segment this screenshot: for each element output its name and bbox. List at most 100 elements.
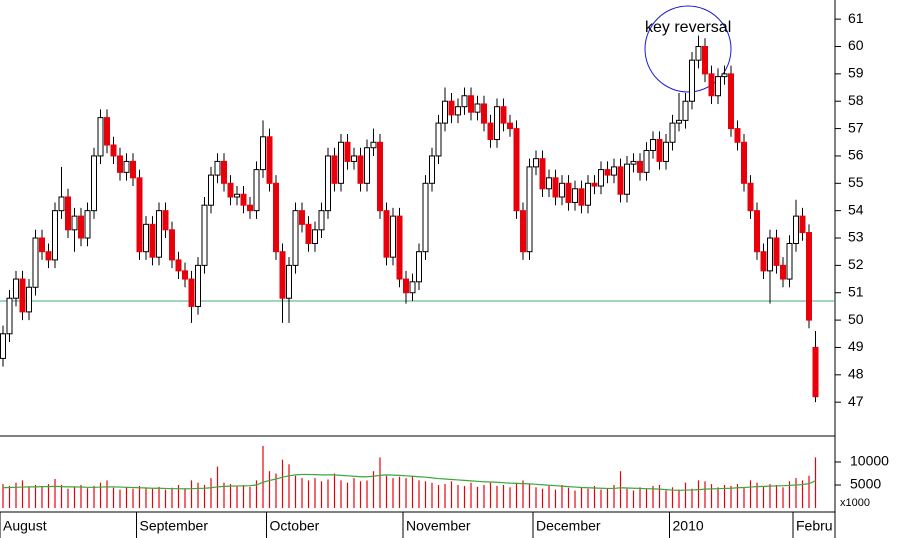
y-tick-label: 54 bbox=[848, 201, 864, 217]
candle-body bbox=[91, 155, 97, 212]
candle-body bbox=[208, 174, 214, 206]
candle-body bbox=[110, 144, 117, 157]
candle-body bbox=[338, 141, 344, 184]
candle-body bbox=[520, 210, 526, 253]
candle-body bbox=[39, 237, 45, 253]
candle-body bbox=[383, 210, 390, 258]
volume-tick-label: 5000 bbox=[850, 476, 881, 492]
candle-body bbox=[78, 215, 84, 239]
candle-body bbox=[526, 166, 533, 253]
y-tick-label: 48 bbox=[848, 366, 864, 382]
candle-body bbox=[143, 223, 149, 253]
y-tick-label: 59 bbox=[848, 65, 864, 81]
candle-body bbox=[234, 193, 240, 198]
candle-body bbox=[344, 141, 351, 162]
candle-body bbox=[305, 223, 312, 244]
candle-body bbox=[396, 215, 403, 280]
candle-body bbox=[364, 147, 370, 184]
y-tick-label: 53 bbox=[848, 229, 864, 245]
candle-body bbox=[572, 188, 578, 203]
candle-body bbox=[253, 169, 260, 212]
candle-body bbox=[318, 210, 325, 231]
candle-body bbox=[481, 103, 487, 124]
candle-body bbox=[32, 237, 39, 288]
candle-body bbox=[26, 286, 32, 313]
candle-body bbox=[455, 106, 461, 116]
candle-body bbox=[682, 100, 689, 121]
y-tick-label: 52 bbox=[848, 256, 864, 272]
candle-body bbox=[227, 182, 234, 198]
candle-body bbox=[221, 160, 227, 184]
candle-body bbox=[58, 196, 65, 212]
candle-body bbox=[533, 158, 539, 168]
candle-body bbox=[201, 204, 208, 266]
candle-body bbox=[117, 155, 123, 173]
candle-body bbox=[585, 182, 591, 206]
candle-body bbox=[546, 177, 552, 190]
candle-body bbox=[552, 177, 559, 198]
candle-body bbox=[513, 128, 520, 212]
candle-body bbox=[721, 73, 728, 78]
candle-body bbox=[663, 141, 669, 162]
candle-body bbox=[728, 73, 734, 130]
volume-unit: x1000 bbox=[840, 497, 870, 509]
y-tick-label: 47 bbox=[848, 393, 864, 409]
candle-body bbox=[500, 106, 507, 124]
candle-body bbox=[539, 158, 546, 190]
y-tick-label: 50 bbox=[848, 311, 864, 327]
candle-body bbox=[429, 155, 435, 184]
candle-body bbox=[136, 177, 143, 253]
candle-body bbox=[351, 155, 357, 162]
y-tick-label: 58 bbox=[848, 92, 864, 108]
candle-body bbox=[162, 210, 169, 231]
candle-body bbox=[13, 278, 19, 299]
x-tick-label: October bbox=[270, 518, 320, 534]
candle-body bbox=[169, 229, 175, 261]
candle-body bbox=[507, 122, 513, 130]
candle-body bbox=[45, 251, 52, 261]
candle-body bbox=[799, 215, 806, 234]
candle-body bbox=[357, 155, 364, 184]
candle-body bbox=[266, 136, 273, 184]
candle-body bbox=[71, 215, 78, 231]
candle-body bbox=[247, 204, 253, 212]
candle-body bbox=[331, 155, 338, 184]
candle-body bbox=[754, 210, 760, 253]
y-tick-label: 57 bbox=[848, 119, 864, 135]
candle-body bbox=[240, 193, 247, 206]
candle-body bbox=[747, 182, 754, 212]
y-tick-label: 51 bbox=[848, 283, 864, 299]
candle-body bbox=[156, 210, 162, 258]
candle-body bbox=[760, 251, 767, 272]
x-tick-label: August bbox=[3, 518, 47, 534]
candle-body bbox=[617, 166, 624, 195]
candle-body bbox=[182, 270, 188, 280]
candle-body bbox=[123, 160, 130, 173]
candle-body bbox=[689, 59, 695, 102]
candle-body bbox=[188, 278, 195, 307]
candle-body bbox=[195, 264, 201, 307]
candle-body bbox=[292, 210, 299, 266]
candle-body bbox=[442, 100, 448, 124]
candle-body bbox=[591, 182, 598, 187]
candle-body bbox=[643, 149, 650, 173]
candle-body bbox=[708, 73, 715, 97]
candle-body bbox=[325, 155, 331, 212]
candle-body bbox=[448, 100, 455, 116]
candle-body bbox=[0, 333, 6, 359]
candle-body bbox=[630, 160, 637, 165]
candle-body bbox=[786, 242, 793, 280]
candle-body bbox=[741, 141, 747, 184]
x-tick-label: Febru bbox=[796, 518, 833, 534]
y-tick-label: 60 bbox=[848, 37, 864, 53]
candle-body bbox=[812, 346, 819, 398]
candle-body bbox=[474, 103, 481, 113]
candle-body bbox=[435, 122, 442, 157]
candle-body bbox=[624, 163, 630, 195]
candle-body bbox=[409, 281, 416, 294]
candle-body bbox=[6, 297, 13, 335]
y-tick-label: 61 bbox=[848, 10, 864, 26]
candle-body bbox=[773, 237, 780, 266]
y-tick-label: 49 bbox=[848, 338, 864, 354]
candle-body bbox=[19, 278, 26, 313]
